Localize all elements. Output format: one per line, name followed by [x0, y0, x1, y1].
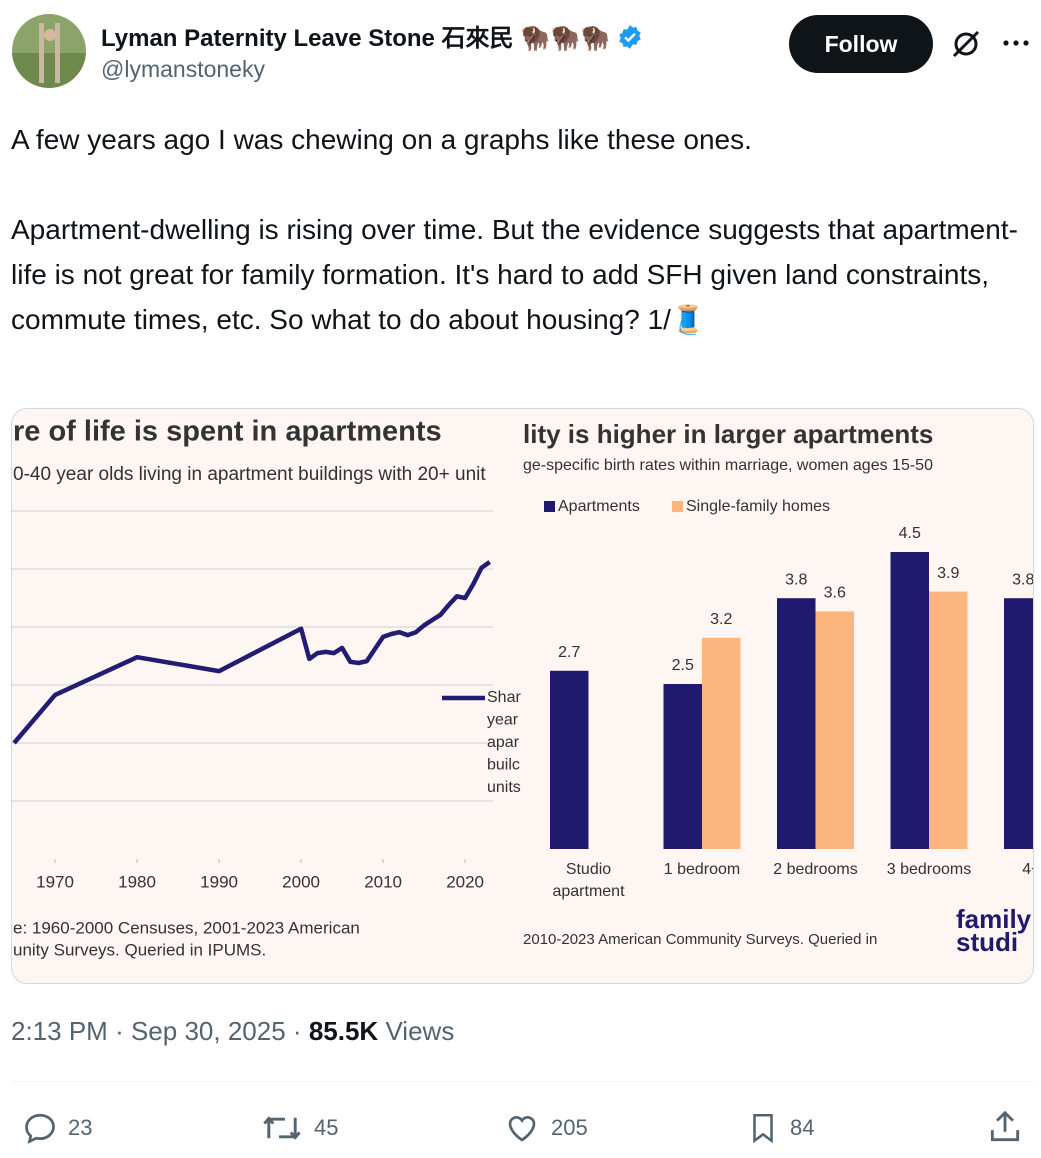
paragraph: Apartment-dwelling is rising over time. …: [11, 214, 1018, 335]
x-label-box: Studio apartment: [552, 861, 625, 900]
divider: [11, 1081, 1033, 1082]
like-icon: [508, 1115, 536, 1142]
value-label: 3.8: [1012, 571, 1033, 588]
x-tick-label: 1980: [118, 872, 156, 891]
source-note: 2010-2023 American Community Surveys. Qu…: [523, 931, 877, 948]
media-card[interactable]: re of life is spent in apartments 0-40 ye…: [11, 408, 1034, 984]
source-note: e: 1960-2000 Censuses, 2001-2023 America…: [13, 918, 360, 937]
view-count: 85.5K: [308, 1016, 379, 1046]
display-name: Lyman Paternity Leave Stone 石來民: [101, 25, 514, 52]
legend-swatch: [672, 501, 683, 512]
repost-button[interactable]: 45: [260, 1108, 338, 1148]
author-name[interactable]: Lyman Paternity Leave Stone 石來民 🦬🦬🦬: [101, 18, 643, 53]
value-label: 3.2: [710, 611, 732, 628]
repost-icon: [263, 1116, 301, 1140]
name-emoji: 🦬🦬🦬: [520, 25, 610, 52]
chart-title: re of life is spent in apartments: [13, 416, 442, 448]
legend-label: Apartments: [558, 498, 640, 515]
legend-text: year: [487, 712, 519, 729]
data-line: [12, 560, 491, 745]
value-label: 3.8: [785, 571, 807, 588]
x-tick-label: 1 bedroom: [663, 861, 741, 878]
views-label: Views: [385, 1016, 455, 1046]
reply-count: 23: [68, 1115, 93, 1140]
legend-text: Shar: [487, 689, 521, 706]
legend-text: units: [487, 779, 521, 796]
bookmark-icon: [753, 1113, 773, 1144]
value-label: 2.5: [672, 657, 694, 674]
x-tick-label: 4+ be: [1022, 861, 1033, 878]
bookmark-count: 84: [790, 1115, 815, 1140]
x-tick-label: 3 bedrooms: [886, 861, 972, 878]
bar: [1004, 598, 1033, 849]
bar: [550, 670, 589, 849]
share-icon[interactable]: [986, 1108, 1024, 1146]
value-label: 3.9: [937, 565, 959, 582]
x-tick-label: Studio apartment: [552, 861, 625, 900]
avatar[interactable]: [11, 13, 87, 89]
line-chart-image: re of life is spent in apartments 0-40 ye…: [12, 416, 521, 959]
legend-swatch: [544, 501, 555, 512]
value-label: 3.6: [824, 585, 846, 602]
tweet-meta: 2:13 PM · Sep 30, 2025 · 85.5K Views: [11, 1016, 454, 1047]
chart-subtitle: ge-specific birth rates within marriage,…: [523, 457, 933, 474]
like-count: 205: [551, 1115, 588, 1140]
legend-text: builc: [487, 757, 520, 774]
logo-text: family: [956, 904, 1032, 934]
time: 2:13 PM: [11, 1016, 108, 1046]
bar: [663, 684, 702, 849]
verified-badge: [618, 25, 641, 49]
more-icon[interactable]: [1002, 36, 1030, 50]
grok-icon[interactable]: [950, 28, 982, 60]
x-tick-label: 2000: [282, 872, 320, 891]
separator: ·: [292, 1016, 302, 1046]
x-tick-label: 2 bedrooms: [773, 861, 858, 878]
x-tick-label: 1990: [200, 872, 238, 891]
repost-count: 45: [314, 1115, 339, 1140]
x-label-box: 4+ be: [1022, 861, 1033, 878]
bar: [702, 637, 741, 849]
reply-button[interactable]: 23: [22, 1108, 92, 1148]
x-tick-label: 2020: [446, 872, 484, 891]
source-note: unity Surveys. Queried in IPUMS.: [13, 940, 266, 959]
reply-icon: [25, 1113, 55, 1144]
bar: [890, 552, 929, 849]
bar: [929, 591, 968, 849]
bar: [777, 598, 816, 849]
follow-button[interactable]: Follow: [789, 15, 933, 73]
x-label-box: 1 bedroom: [663, 861, 741, 878]
value-label: 2.7: [558, 644, 580, 661]
chart-title: lity is higher in larger apartments: [523, 419, 933, 449]
chart-subtitle: 0-40 year olds living in apartment build…: [13, 464, 486, 485]
value-label: 4.5: [899, 525, 921, 542]
bookmark-button[interactable]: 84: [746, 1108, 814, 1148]
legend-text: apar: [487, 734, 520, 751]
bar: [815, 611, 854, 849]
paragraph: A few years ago I was chewing on a graph…: [11, 124, 752, 155]
x-label-box: 3 bedrooms: [886, 861, 972, 878]
separator: ·: [115, 1016, 124, 1046]
like-button[interactable]: 205: [503, 1108, 588, 1148]
x-tick-label: 2010: [364, 872, 402, 891]
tweet-text: A few years ago I was chewing on a graph…: [11, 117, 1036, 387]
author-handle[interactable]: @lymanstoneky: [101, 56, 265, 82]
logo-text: studi: [956, 927, 1018, 957]
x-label-box: 2 bedrooms: [773, 861, 858, 878]
date: Sep 30, 2025: [130, 1016, 286, 1046]
bar-chart-image: lity is higher in larger apartments ge-sp…: [523, 419, 1033, 957]
legend-label: Single-family homes: [686, 498, 830, 515]
x-tick-label: 1970: [36, 872, 74, 891]
